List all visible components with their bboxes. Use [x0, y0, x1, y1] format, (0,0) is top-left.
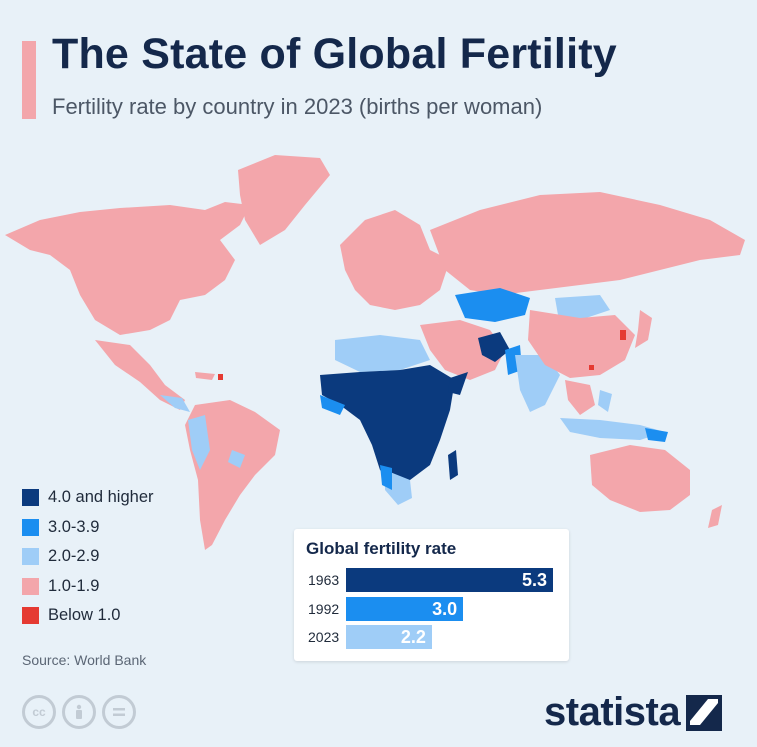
cc-icon[interactable]: cc — [22, 695, 56, 729]
south-korea-marker — [620, 330, 626, 340]
japan — [635, 310, 652, 348]
legend-item: Below 1.0 — [22, 601, 154, 631]
europe — [340, 210, 450, 310]
hong-kong-marker — [589, 365, 594, 370]
legend-swatch-below1 — [22, 607, 39, 625]
legend-label: 2.0-2.9 — [48, 547, 100, 566]
africa-west — [320, 395, 345, 415]
southeast-asia — [565, 380, 595, 415]
legend-swatch-2to29 — [22, 548, 39, 566]
rate-bar: 2.2 — [346, 625, 432, 649]
brand-wordmark: statista — [544, 690, 681, 734]
license-icons: cc — [22, 695, 136, 729]
rate-year: 2023 — [308, 629, 340, 645]
north-america — [5, 202, 250, 335]
rate-value: 5.3 — [521, 570, 547, 590]
caribbean — [195, 372, 215, 380]
rate-row-1992: 1992 3.0 — [294, 597, 569, 621]
russia — [430, 192, 745, 295]
statista-logo[interactable]: statista — [544, 690, 723, 735]
legend-label: 1.0-1.9 — [48, 576, 100, 595]
central-america-north — [160, 395, 190, 412]
global-rate-card: Global fertility rate 1963 5.3 1992 3.0 … — [294, 529, 569, 661]
legend-item: 1.0-1.9 — [22, 572, 154, 602]
page-subtitle: Fertility rate by country in 2023 (birth… — [52, 94, 543, 119]
haiti-marker — [218, 374, 223, 380]
middle-east — [420, 320, 505, 380]
rate-year: 1992 — [308, 601, 340, 617]
legend-item: 2.0-2.9 — [22, 542, 154, 572]
indonesia — [560, 418, 665, 440]
rate-row-1963: 1963 5.3 — [294, 568, 569, 592]
rate-bar: 3.0 — [346, 597, 464, 621]
source-note: Source: World Bank — [22, 652, 147, 668]
statista-mark-icon — [686, 694, 723, 731]
title-accent-bar — [22, 41, 36, 119]
legend-label: 4.0 and higher — [48, 488, 154, 507]
rate-row-2023: 2023 2.2 — [294, 625, 569, 649]
no-derivatives-icon[interactable] — [102, 695, 136, 729]
south-america — [185, 400, 280, 550]
philippines — [598, 390, 612, 412]
australia — [590, 445, 690, 512]
mongolia — [555, 295, 610, 320]
legend-item: 3.0-3.9 — [22, 513, 154, 543]
world-fertility-map — [5, 155, 745, 550]
south-asia — [515, 355, 560, 412]
mexico-central-america — [95, 340, 185, 410]
legend-label: Below 1.0 — [48, 606, 121, 625]
rate-bar: 5.3 — [346, 568, 553, 592]
madagascar — [448, 450, 458, 480]
legend-item: 4.0 and higher — [22, 483, 154, 513]
china — [528, 310, 635, 378]
papua-new-guinea — [645, 428, 668, 442]
south-america-andes — [188, 415, 210, 470]
greenland — [238, 155, 330, 245]
map-legend: 4.0 and higher 3.0-3.9 2.0-2.9 1.0-1.9 B… — [22, 483, 154, 631]
rate-value: 2.2 — [400, 627, 426, 647]
rate-value: 3.0 — [432, 599, 458, 619]
central-asia — [455, 288, 530, 322]
legend-swatch-1to19 — [22, 577, 39, 595]
horn-of-africa — [448, 372, 468, 395]
north-africa — [335, 335, 430, 372]
rate-year: 1963 — [308, 572, 340, 588]
afghanistan — [478, 332, 510, 362]
attribution-icon[interactable] — [62, 695, 96, 729]
page-title: The State of Global Fertility — [52, 30, 617, 78]
africa-sahel — [320, 365, 455, 485]
new-zealand — [708, 505, 722, 528]
legend-swatch-3to39 — [22, 518, 39, 536]
legend-label: 3.0-3.9 — [48, 517, 100, 536]
global-rate-title: Global fertility rate — [306, 539, 457, 558]
legend-swatch-4plus — [22, 489, 39, 507]
south-america-east — [228, 450, 245, 468]
namibia — [380, 465, 392, 490]
